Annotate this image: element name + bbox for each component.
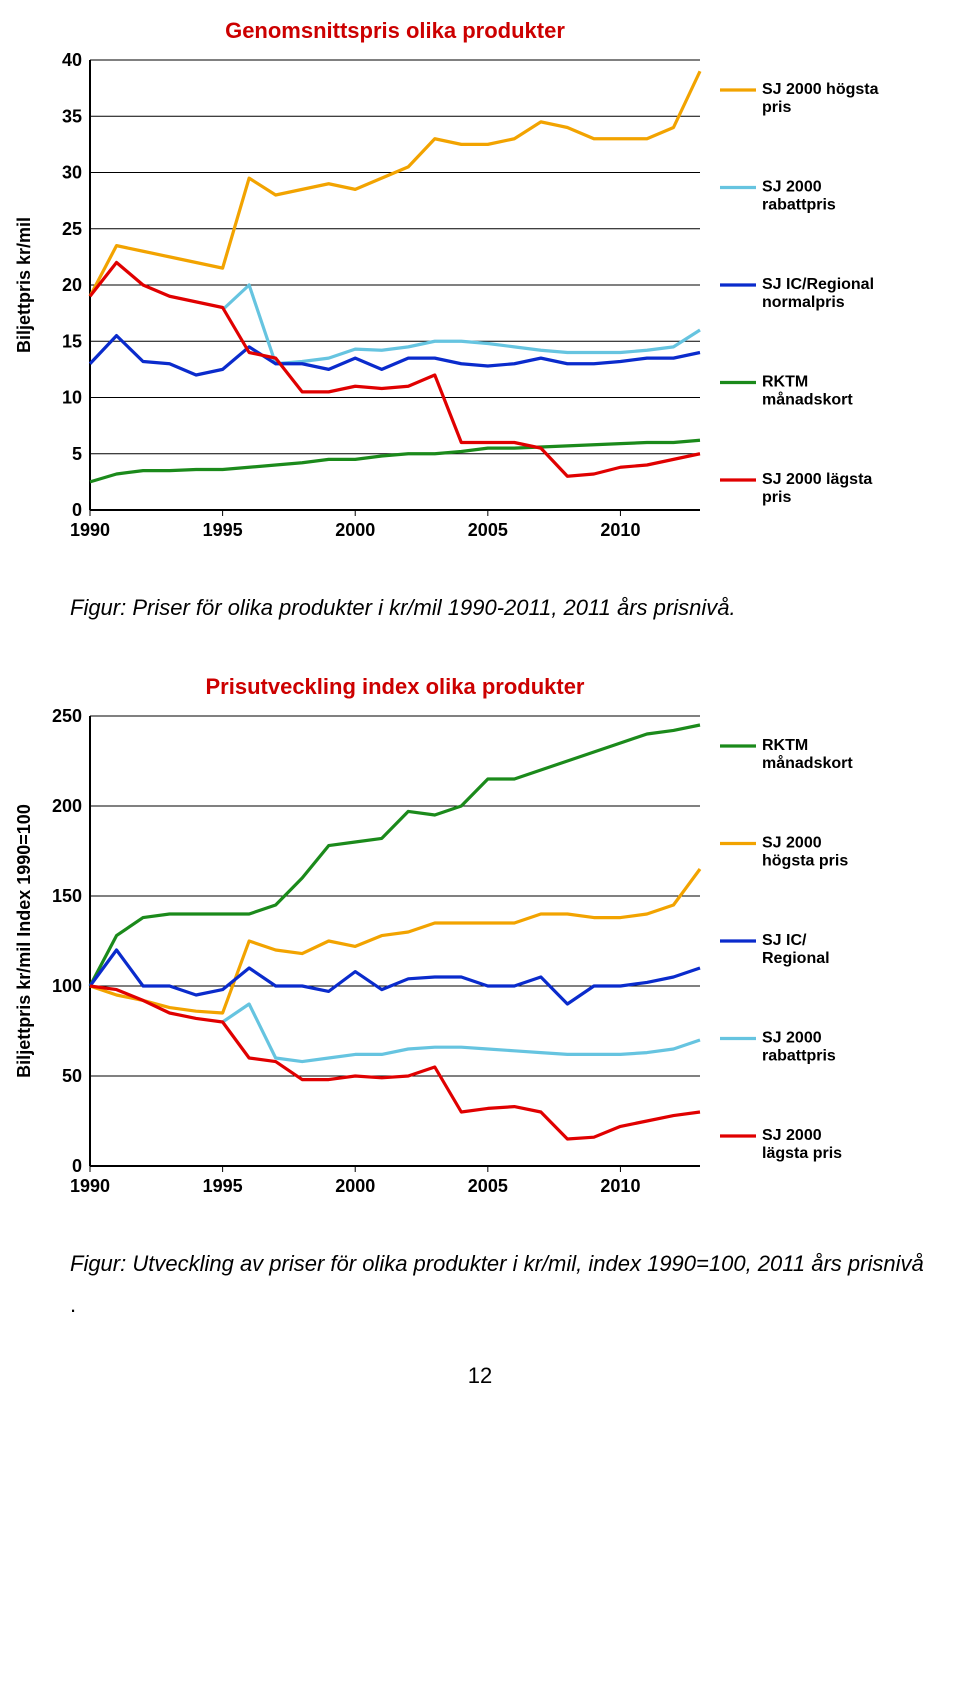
- legend-label: SJ 2000: [762, 1127, 822, 1144]
- legend-label: SJ 2000 lägsta: [762, 471, 872, 488]
- x-tick-label: 1995: [203, 1176, 243, 1196]
- y-tick-label: 5: [72, 444, 82, 464]
- legend-label-line2: rabattpris: [762, 197, 836, 214]
- series-line: [223, 285, 700, 364]
- y-axis-label: Biljettpris kr/mil: [14, 217, 34, 353]
- legend-label: SJ 2000: [762, 179, 822, 196]
- legend-label-line2: pris: [762, 99, 791, 116]
- x-tick-label: 1995: [203, 520, 243, 540]
- chart-svg: Prisutveckling index olika produkter 0 50 1…: [0, 666, 900, 1226]
- page-number: 12: [0, 1363, 960, 1389]
- y-tick-label: 100: [52, 976, 82, 996]
- legend-label-line2: rabattpris: [762, 1048, 836, 1065]
- y-tick-label: 50: [62, 1066, 82, 1086]
- series-line: [90, 950, 700, 1004]
- series-line: [223, 1004, 700, 1062]
- x-tick-label: 2005: [468, 1176, 508, 1196]
- chart-title: Prisutveckling index olika produkter: [206, 674, 585, 699]
- y-tick-label: 0: [72, 1156, 82, 1176]
- x-tick-label: 2005: [468, 520, 508, 540]
- legend-label: SJ IC/Regional: [762, 276, 874, 293]
- chart-title: Genomsnittspris olika produkter: [225, 18, 565, 43]
- y-tick-label: 10: [62, 388, 82, 408]
- legend-label: SJ 2000: [762, 1030, 822, 1047]
- legend-label-line2: månadskort: [762, 754, 853, 772]
- legend-label: RKTM: [762, 737, 808, 754]
- legend-label-line2: Regional: [762, 950, 830, 967]
- chart-1-caption: Figur: Priser för olika produkter i kr/m…: [70, 595, 960, 621]
- x-tick-label: 2000: [335, 520, 375, 540]
- y-axis-label: Biljettpris kr/mil Index 1990=100: [14, 804, 34, 1078]
- series-line: [90, 440, 700, 482]
- x-tick-label: 2000: [335, 1176, 375, 1196]
- x-tick-label: 1990: [70, 1176, 110, 1196]
- y-tick-label: 15: [62, 331, 82, 351]
- legend-label: SJ IC/: [762, 932, 807, 949]
- x-tick-label: 1990: [70, 520, 110, 540]
- y-tick-label: 200: [52, 796, 82, 816]
- legend-label-line2: högsta pris: [762, 853, 848, 870]
- y-tick-label: 30: [62, 163, 82, 183]
- series-line: [90, 71, 700, 296]
- legend-label-line2: månadskort: [762, 391, 853, 409]
- legend-label-line2: normalpris: [762, 294, 845, 311]
- legend-label-line2: lägsta pris: [762, 1145, 842, 1162]
- y-tick-label: 250: [52, 706, 82, 726]
- y-tick-label: 0: [72, 500, 82, 520]
- chart-svg: Genomsnittspris olika produkter 0 5 10 15 20 2…: [0, 10, 900, 570]
- y-tick-label: 150: [52, 886, 82, 906]
- y-tick-label: 40: [62, 50, 82, 70]
- series-line: [90, 725, 700, 986]
- chart-2: Prisutveckling index olika produkter 0 50 1…: [0, 666, 960, 1226]
- chart-1: Genomsnittspris olika produkter 0 5 10 15 20 2…: [0, 10, 960, 570]
- legend-label: RKTM: [762, 374, 808, 391]
- x-tick-label: 2010: [600, 1176, 640, 1196]
- period-mark: .: [70, 1292, 960, 1318]
- y-tick-label: 25: [62, 219, 82, 239]
- y-tick-label: 20: [62, 275, 82, 295]
- legend-label: SJ 2000: [762, 835, 822, 852]
- chart-2-caption: Figur: Utveckling av priser för olika pr…: [70, 1251, 960, 1277]
- legend-label-line2: pris: [762, 489, 791, 506]
- legend-label: SJ 2000 högsta: [762, 81, 879, 98]
- y-tick-label: 35: [62, 106, 82, 126]
- x-tick-label: 2010: [600, 520, 640, 540]
